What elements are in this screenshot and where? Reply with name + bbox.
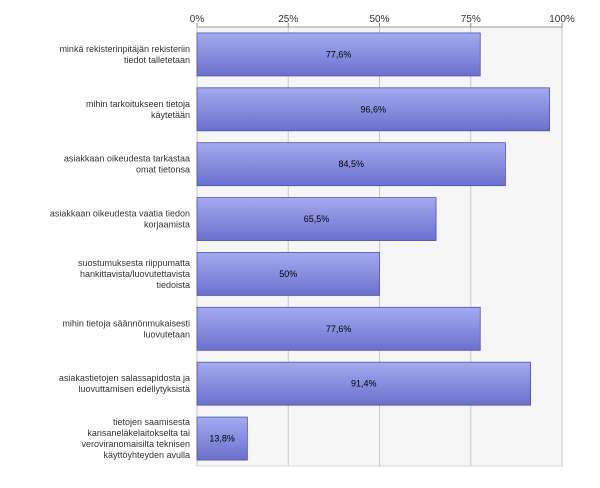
x-tick-label: 0%	[190, 14, 205, 25]
bar	[196, 142, 506, 187]
bar	[196, 87, 550, 132]
bar	[196, 197, 437, 241]
bars: 77,6% 96,6% 84,5% 65,5% 50% 77,6% 91,4% 13,8%	[196, 32, 550, 461]
x-tick-label: 100%	[549, 14, 575, 25]
data-label: 50%	[279, 269, 297, 279]
x-tick-label: 50%	[369, 14, 389, 25]
bar	[196, 252, 380, 296]
data-label: 77,6%	[326, 324, 352, 334]
data-label: 91,4%	[351, 379, 377, 389]
category-label: asiakkaan oikeudesta tarkastaa omat tieto…	[64, 154, 190, 175]
category-labels: minkä rekisterinpitäjän rekisteriin tiedo…	[50, 44, 190, 460]
category-label: asiakastietojen salassapidosta ja luovutt…	[59, 373, 190, 394]
category-label: asiakkaan oikeudesta vaatia tiedon korjaa…	[50, 209, 190, 230]
data-label: 84,5%	[338, 159, 364, 169]
category-label: minkä rekisterinpitäjän rekisteriin tiedo…	[59, 44, 190, 65]
x-axis-ticks: 0% 25% 50% 75% 100%	[190, 14, 575, 28]
bar	[196, 416, 248, 461]
x-tick-label: 75%	[461, 14, 481, 25]
bar	[196, 32, 481, 77]
data-label: 96,6%	[361, 104, 387, 114]
bar	[196, 306, 481, 351]
bar	[196, 361, 532, 406]
data-label: 65,5%	[304, 214, 330, 224]
data-label: 13,8%	[209, 434, 235, 444]
category-label: mihin tietoja säännönmukaisesti luovuteta…	[62, 318, 190, 339]
category-label: suostumuksesta riippumatta hankittavista/…	[78, 258, 190, 290]
category-label: tietojen saamisesta kansaneläkelaitokselt…	[81, 417, 190, 460]
data-label: 77,6%	[326, 49, 352, 59]
category-label: mihin tarkoitukseen tietoja käytetään	[86, 99, 190, 120]
x-tick-label: 25%	[278, 14, 298, 25]
